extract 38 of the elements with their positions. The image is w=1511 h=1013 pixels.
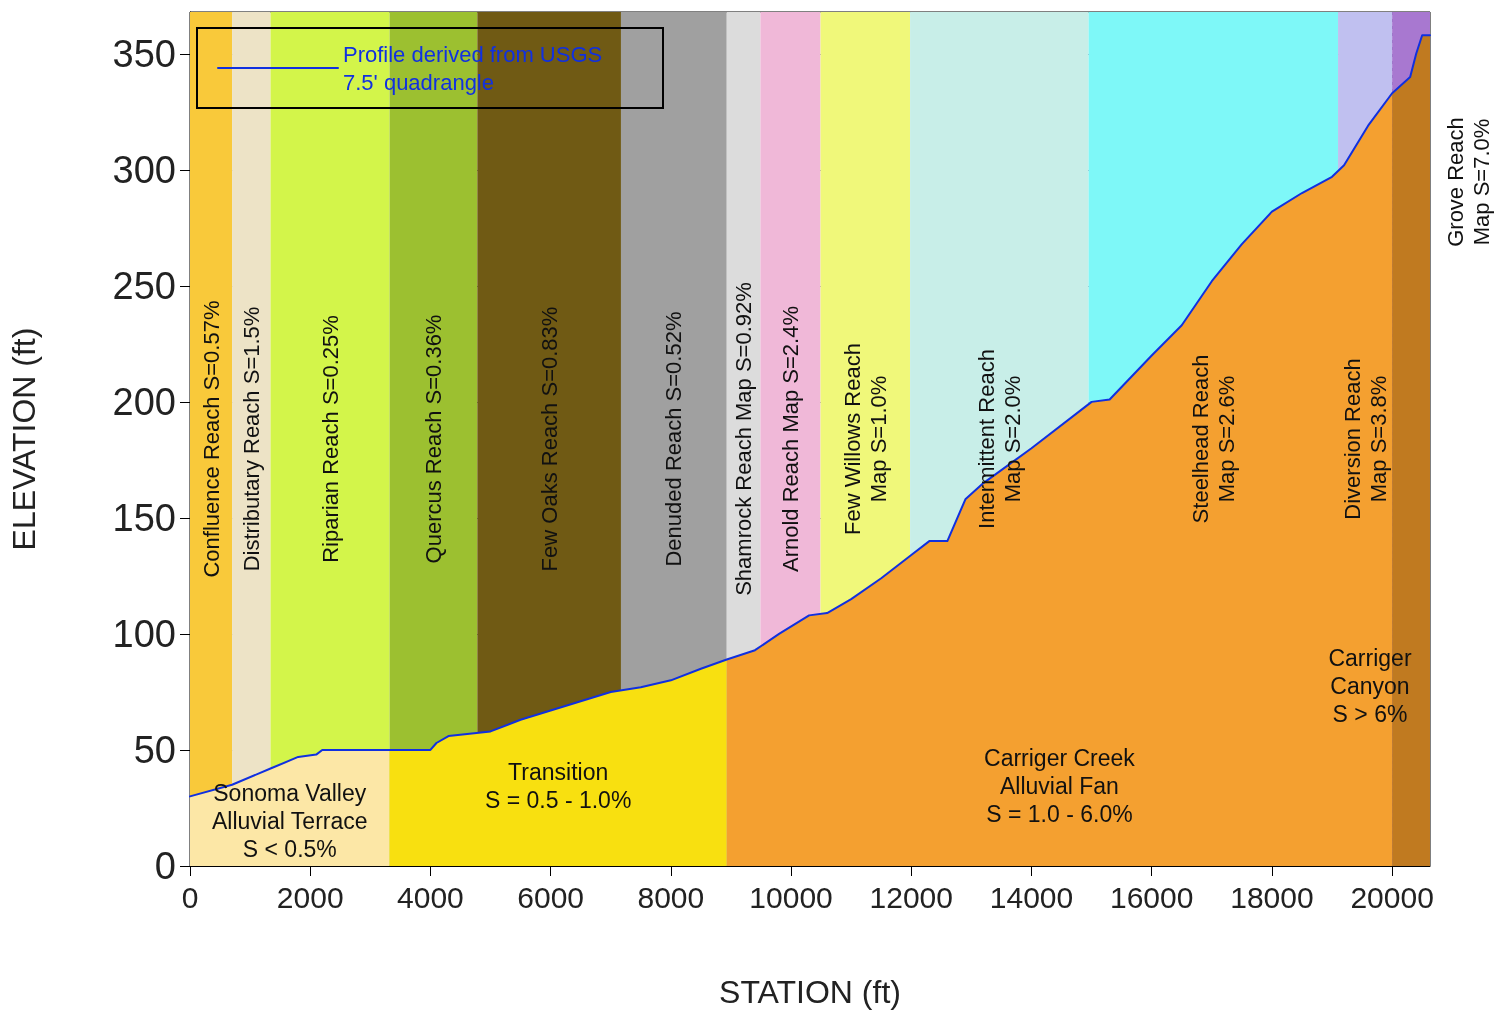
x-tick-label: 12000 [869, 880, 953, 914]
band-label: Grove Reach Map S=7.0% [1442, 117, 1494, 247]
annotation: Carriger Canyon S > 6% [1328, 645, 1412, 727]
band-label: Intermittent Reach Map S=2.0% [973, 349, 1025, 529]
y-tick-label: 200 [112, 380, 176, 423]
y-tick-label: 250 [112, 264, 176, 307]
band-label: Arnold Reach Map S=2.4% [777, 306, 803, 572]
y-tick-label: 150 [112, 496, 176, 539]
x-tick-label: 4000 [397, 880, 464, 914]
band-label: Distributary Reach S=1.5% [238, 306, 264, 572]
y-tick-label: 300 [112, 148, 176, 191]
band-label: Confluence Reach S=0.57% [198, 300, 224, 578]
band-label: Denuded Reach S=0.52% [661, 311, 687, 567]
y-tick-label: 0 [154, 845, 176, 887]
band-label: Diversion Reach Map S=3.8% [1339, 358, 1391, 520]
band-label: Few Willows Reach Map S=1.0% [839, 343, 891, 535]
x-tick-label: 16000 [1109, 880, 1194, 914]
x-tick-label: 8000 [637, 880, 705, 914]
y-axis-title: ELEVATION (ft) [6, 327, 42, 551]
y-tick-label: 50 [133, 728, 176, 771]
x-tick-label: 14000 [989, 880, 1074, 914]
x-axis-title: STATION (ft) [719, 974, 901, 1010]
annotation: Transition S = 0.5 - 1.0% [484, 759, 632, 813]
band-label: Riparian Reach S=0.25% [317, 315, 343, 563]
annotation: Sonoma Valley Alluvial Terrace S < 0.5% [212, 780, 368, 862]
x-tick-label: 0 [181, 880, 199, 914]
band-label: Few Oaks Reach S=0.83% [536, 306, 562, 572]
band-label: Shamrock Reach Map S=0.92% [731, 282, 757, 596]
band-label: Steelhead Reach Map S=2.6% [1187, 354, 1239, 524]
annotation: Carriger Creek Alluvial Fan S = 1.0 - 6.0% [984, 745, 1136, 827]
x-tick-label: 18000 [1230, 880, 1314, 914]
x-tick-label: 6000 [517, 880, 585, 914]
x-tick-label: 10000 [749, 880, 833, 914]
x-tick-label: 20000 [1350, 880, 1434, 914]
band-label: Quercus Reach S=0.36% [420, 314, 446, 564]
y-tick-label: 100 [112, 612, 176, 655]
y-tick-label: 350 [112, 32, 176, 75]
x-tick-label: 2000 [276, 880, 344, 914]
